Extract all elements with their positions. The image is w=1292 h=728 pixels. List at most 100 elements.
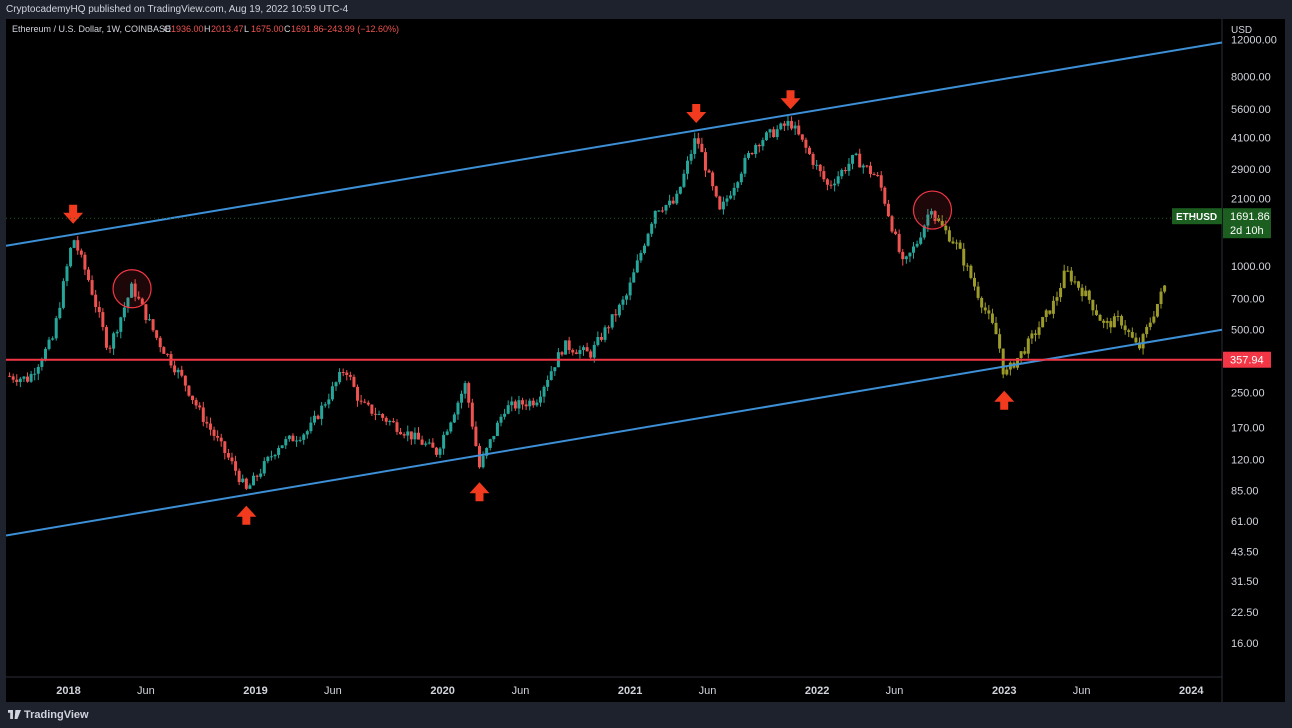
candle-body (933, 211, 937, 221)
candle-body (463, 383, 467, 394)
candle-body (761, 140, 765, 147)
candle-body (112, 333, 116, 349)
projection-body (1077, 281, 1081, 288)
candle-body (818, 164, 822, 172)
candle-body (700, 143, 704, 153)
price-tick-label: 120.00 (1231, 454, 1265, 466)
candle-body (714, 186, 718, 197)
last-price-tag-bg (1223, 208, 1271, 239)
projection-body (1094, 310, 1098, 316)
candle-body (592, 344, 596, 358)
chart-area[interactable]: USD 12000.00 8000.00 5600.00 4100.00 2900.00 2… (6, 19, 1285, 702)
candle-body (488, 439, 492, 448)
candle-body (115, 331, 119, 334)
projection-body (990, 313, 994, 323)
projection-body (1073, 281, 1077, 283)
candle-body (158, 337, 162, 348)
candle-body (424, 443, 428, 445)
price-tick-label: 5600.00 (1231, 104, 1271, 116)
candle-body (779, 123, 783, 130)
candle-body (262, 461, 266, 474)
projection-body (983, 307, 987, 311)
time-tick-label: Jun (886, 685, 904, 697)
projection-body (1001, 348, 1005, 375)
candle-body (352, 376, 356, 387)
projection-body (937, 218, 941, 222)
price-tick-label: 4100.00 (1231, 133, 1271, 145)
candle-body (582, 347, 586, 351)
candle-body (775, 129, 779, 138)
candle-body (312, 415, 316, 423)
price-tick-label: 31.50 (1231, 576, 1259, 588)
candle-body (79, 250, 83, 255)
candle-body (499, 416, 503, 423)
projection-body (1120, 316, 1124, 326)
candle-body (782, 123, 786, 126)
candle-body (567, 340, 571, 350)
candle-body (531, 400, 535, 406)
buy-arrow-icon (994, 390, 1015, 410)
projection-body (1145, 326, 1149, 335)
candle-body (628, 282, 632, 296)
projection-body (1159, 291, 1163, 304)
time-tick-label: Jun (699, 685, 717, 697)
candle-body (477, 446, 481, 468)
candle-body (176, 369, 180, 373)
projection-body (958, 242, 962, 249)
candle-body (15, 379, 19, 383)
candle-body (252, 475, 256, 486)
projection-body (1066, 270, 1070, 272)
candle-body (696, 138, 700, 144)
candle-body (578, 350, 582, 355)
projection-body (1137, 342, 1141, 349)
candle-body (417, 432, 421, 440)
time-tick-label: 2021 (618, 685, 642, 697)
candle-body (33, 373, 37, 375)
candle-body (703, 152, 707, 171)
candle-body (230, 457, 234, 462)
candle-body (553, 367, 557, 372)
candle-body (8, 375, 12, 377)
candle-body (686, 160, 690, 174)
candle-body (506, 405, 510, 414)
sell-arrow-icon (63, 204, 84, 224)
price-tick-label: 12000.00 (1231, 35, 1277, 47)
candle-body (266, 456, 270, 462)
candle-body (825, 179, 829, 185)
candle-body (729, 195, 733, 199)
candle-body (130, 283, 134, 298)
candle-body (668, 200, 672, 206)
candle-body (721, 201, 725, 210)
legend-close-label: C (284, 24, 291, 34)
candle-body (897, 234, 901, 252)
price-axis-unit: USD (1231, 25, 1252, 36)
candle-body (413, 432, 417, 440)
projection-body (1080, 287, 1084, 297)
time-tick-label: 2020 (430, 685, 454, 697)
candle-body (334, 382, 338, 387)
legend-open-value: 1936.00 (171, 24, 204, 34)
candle-body (51, 338, 55, 340)
candle-body (180, 369, 184, 376)
time-tick-label: Jun (1073, 685, 1091, 697)
candle-body (295, 440, 299, 442)
projection-body (1055, 297, 1059, 301)
projection-body (1130, 332, 1134, 338)
buy-arrow-icon (469, 482, 490, 502)
candle-body (718, 196, 722, 210)
projection-body (1112, 316, 1116, 328)
candle-body (273, 454, 277, 457)
candle-body (908, 252, 912, 257)
candle-body (284, 439, 288, 446)
candle-body (890, 216, 894, 232)
candle-body (226, 453, 230, 458)
candle-body (926, 214, 930, 226)
candle-body (223, 441, 227, 454)
candle-body (388, 421, 392, 423)
symbol-tag-bg (1172, 208, 1222, 225)
candle-body (36, 366, 40, 374)
candle-body (772, 129, 776, 138)
candle-body (538, 396, 542, 403)
channel-lower-line (6, 328, 1223, 537)
